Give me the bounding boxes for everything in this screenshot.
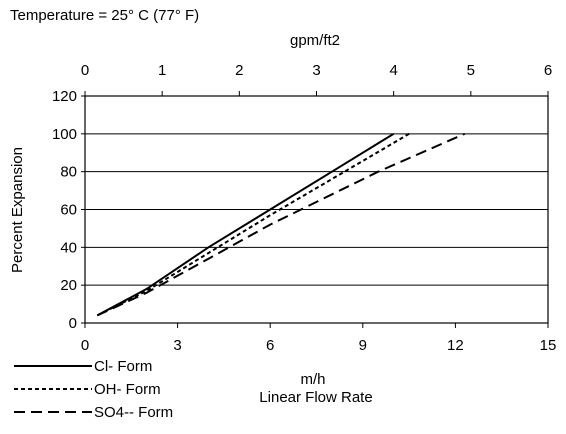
temperature-annotation: Temperature = 25° C (77° F) xyxy=(10,7,199,24)
x-top-tick-label-0: 0 xyxy=(81,62,89,79)
x-tick-label-0: 0 xyxy=(81,337,89,354)
bottom-x-tick-labels: 0 3 6 9 12 15 xyxy=(81,323,557,354)
y-tick-label-0: 0 xyxy=(69,315,77,332)
bottom-axis-unit: m/h xyxy=(300,371,325,388)
top-axis-label: gpm/ft2 xyxy=(290,32,340,49)
x-top-tick-label-2: 2 xyxy=(235,62,243,79)
y-tick-label-2: 40 xyxy=(60,239,77,256)
y-axis-label: Percent Expansion xyxy=(9,147,26,273)
x-tick-label-5: 15 xyxy=(540,337,557,354)
y-tick-label-3: 60 xyxy=(60,202,77,219)
x-top-tick-label-6: 6 xyxy=(544,62,552,79)
x-tick-label-1: 3 xyxy=(173,337,181,354)
x-tick-label-3: 9 xyxy=(359,337,367,354)
y-tick-label-4: 80 xyxy=(60,164,77,181)
top-x-tick-labels: 0 1 2 3 4 5 6 xyxy=(81,62,552,96)
y-tick-label-6: 120 xyxy=(52,88,77,105)
y-tick-label-1: 20 xyxy=(60,277,77,294)
series-line-0 xyxy=(96,132,395,317)
legend-label-2: SO4-- Form xyxy=(94,404,173,421)
legend-label-0: Cl- Form xyxy=(94,358,152,375)
x-top-tick-label-1: 1 xyxy=(158,62,166,79)
series-lines xyxy=(96,132,466,317)
series-line-1 xyxy=(96,132,410,317)
x-tick-label-2: 6 xyxy=(266,337,274,354)
legend: Cl- Form OH- Form SO4-- Form xyxy=(14,358,173,421)
plot-frame xyxy=(84,95,549,324)
legend-label-1: OH- Form xyxy=(94,381,161,398)
bottom-axis-label: Linear Flow Rate xyxy=(259,389,372,406)
x-top-tick-label-5: 5 xyxy=(467,62,475,79)
x-top-tick-label-4: 4 xyxy=(389,62,397,79)
y-tick-labels: 0 20 40 60 80 100 120 xyxy=(52,88,85,332)
x-top-tick-label-3: 3 xyxy=(312,62,320,79)
y-tick-label-5: 100 xyxy=(52,126,77,143)
series-line-2 xyxy=(96,132,466,317)
x-tick-label-4: 12 xyxy=(447,337,464,354)
y-gridlines xyxy=(85,95,548,324)
